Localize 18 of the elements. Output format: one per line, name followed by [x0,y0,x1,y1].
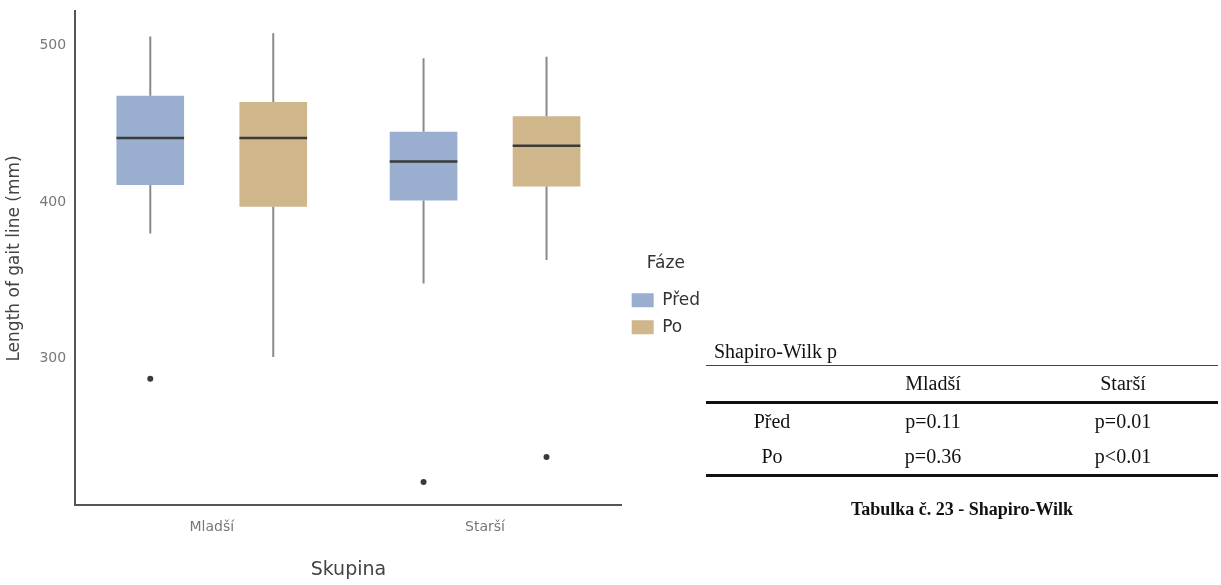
category-label: Starší [1099,371,1147,396]
text: p=0.11 [905,410,961,432]
y-axis-title: Length of gait line (mm) [2,155,23,362]
category-label: Mladší [904,371,962,396]
y-tick-label: 400 [39,192,67,209]
category-label: Před [753,410,791,432]
x-axis-title: Skupina [310,556,387,579]
legend-label: Po [662,315,683,336]
y-tick-label: 300 [39,349,67,366]
text: Shapiro-Wilk p [706,340,1218,366]
text: Tabulka č. 23 - Shapiro-Wilk [849,499,1075,520]
legend-label: Před [662,288,701,309]
text: p=0.36 [904,445,962,467]
text: p<0.01 [1094,445,1152,467]
text: p=0.01 [1094,410,1152,432]
legend-title: Fáze [646,252,685,273]
category-label: Po [761,445,783,467]
y-tick-label: 500 [39,36,67,53]
